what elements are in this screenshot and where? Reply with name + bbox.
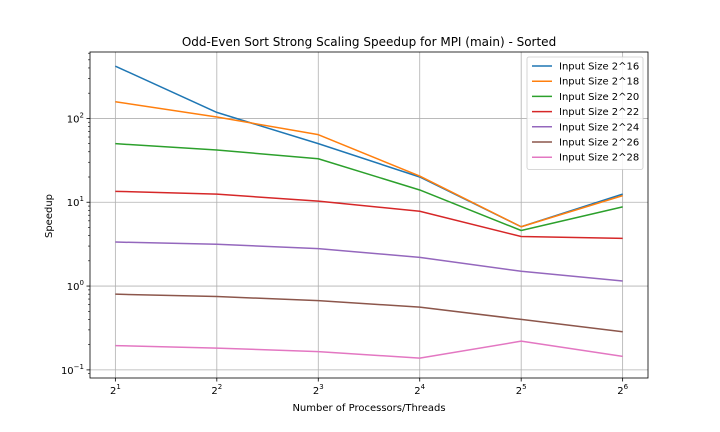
x-axis-label: Number of Processors/Threads	[292, 403, 445, 414]
legend: Input Size 2^16 Input Size 2^18 Input Size…	[526, 56, 644, 170]
legend-box	[526, 56, 644, 170]
y-tick-label: 102	[67, 111, 84, 125]
x-tick-label: 21	[110, 383, 121, 397]
series-line	[115, 101, 623, 228]
x-tick-label: 24	[414, 383, 425, 397]
x-tick-label: 23	[313, 383, 324, 397]
legend-label: Input Size 2^18	[559, 77, 639, 88]
x-tick-label: 25	[516, 383, 527, 397]
y-tick-label: 100	[67, 279, 84, 293]
series-line	[115, 190, 623, 240]
legend-label: Input Size 2^24	[559, 122, 639, 133]
series-line	[115, 340, 623, 359]
chart-title: Odd-Even Sort Strong Scaling Speedup for…	[182, 35, 556, 49]
tick-layer: 21 22 23 24 25 26 10−1 100 101 102	[61, 52, 629, 397]
series-line	[115, 241, 623, 282]
legend-label: Input Size 2^26	[559, 138, 639, 149]
series-layer	[115, 65, 623, 359]
x-tick-label: 22	[211, 383, 222, 397]
y-axis-label: Speedup	[44, 194, 55, 238]
y-tick-label: 10−1	[61, 363, 84, 377]
series-line	[115, 293, 623, 333]
y-tick-label: 101	[67, 195, 84, 209]
legend-label: Input Size 2^16	[559, 62, 639, 73]
legend-label: Input Size 2^28	[559, 153, 639, 164]
x-tick-label: 26	[617, 383, 628, 397]
series-line	[115, 142, 623, 232]
legend-label: Input Size 2^22	[559, 107, 639, 118]
legend-label: Input Size 2^20	[559, 92, 639, 103]
